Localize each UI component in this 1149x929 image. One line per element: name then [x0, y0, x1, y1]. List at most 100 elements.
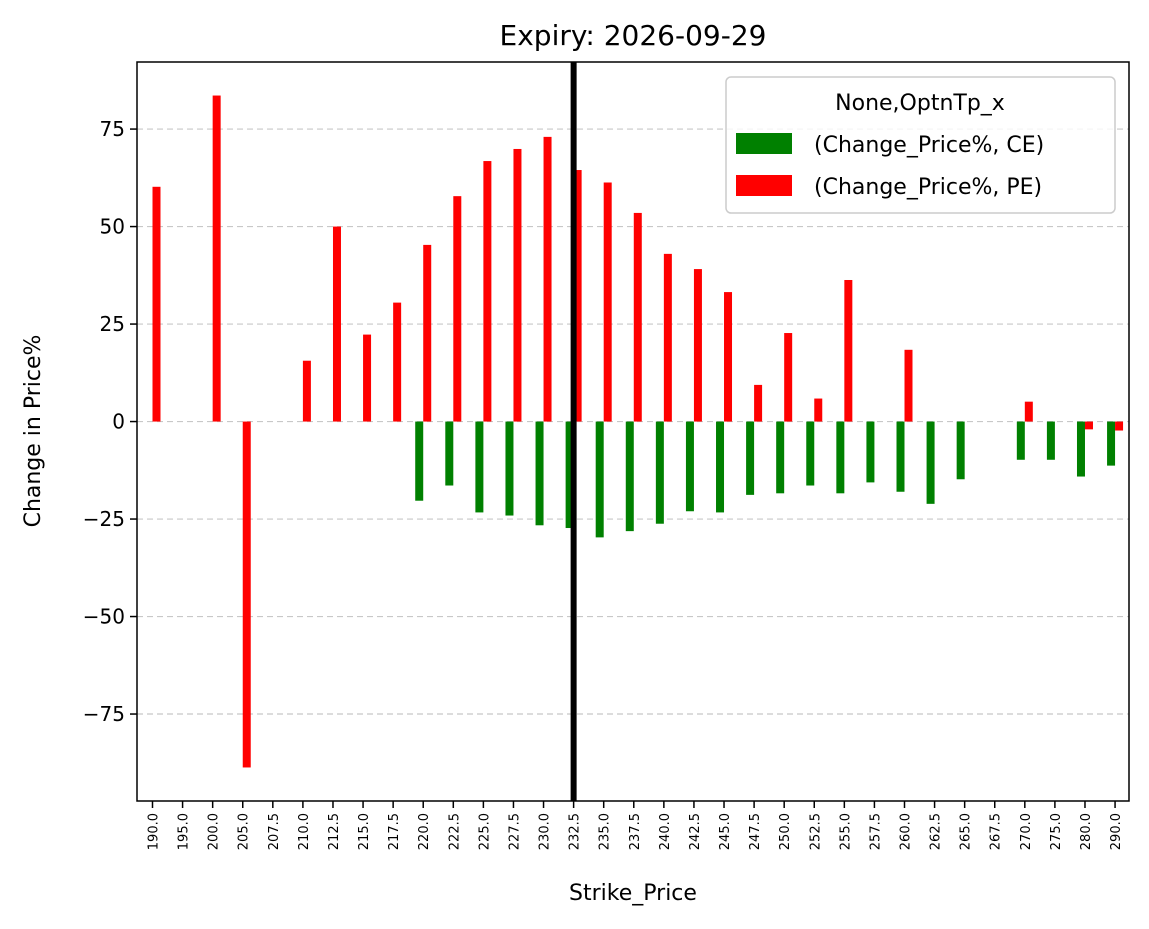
bar-ce-247.5 — [746, 421, 755, 495]
bar-ce-257.5 — [866, 421, 875, 483]
x-tick-label: 190.0 — [147, 813, 162, 850]
bar-ce-265.0 — [956, 421, 965, 480]
bar-pe-232.5 — [573, 170, 582, 422]
legend-swatch-ce — [736, 133, 792, 154]
x-tick-label: 232.5 — [568, 813, 583, 850]
bar-pe-255.0 — [844, 279, 853, 422]
bar-ce-280.0 — [1076, 421, 1085, 477]
x-tick-label: 230.0 — [538, 813, 553, 850]
bar-pe-245.0 — [724, 292, 733, 422]
x-tick-label: 225.0 — [477, 813, 492, 850]
bar-ce-235.0 — [595, 421, 604, 538]
x-tick-label: 257.5 — [868, 813, 883, 850]
bar-ce-255.0 — [836, 421, 845, 494]
bar-pe-217.5 — [393, 302, 402, 422]
y-tick-label: −75 — [83, 702, 125, 726]
legend-swatch-pe — [736, 175, 792, 196]
chart-title: Expiry: 2026-09-29 — [500, 19, 767, 52]
bar-ce-230.0 — [535, 421, 544, 526]
x-tick-label: 250.0 — [778, 813, 793, 850]
bar-ce-227.5 — [505, 421, 514, 516]
bar-ce-240.0 — [655, 421, 664, 524]
bar-pe-235.0 — [603, 182, 612, 422]
y-tick-label: 50 — [100, 215, 125, 239]
x-tick-label: 265.0 — [959, 813, 974, 850]
bar-ce-237.5 — [625, 421, 634, 532]
x-tick-label: 280.0 — [1079, 813, 1094, 850]
y-tick-label: −25 — [83, 507, 125, 531]
bar-ce-225.0 — [475, 421, 484, 513]
bar-pe-190.0 — [152, 186, 161, 422]
bar-pe-200.0 — [212, 95, 221, 422]
x-tick-label: 210.0 — [297, 813, 312, 850]
bar-pe-270.0 — [1024, 401, 1033, 422]
x-tick-label: 207.5 — [267, 813, 282, 850]
x-tick-label: 262.5 — [929, 813, 944, 850]
x-tick-label: 235.0 — [598, 813, 613, 850]
bar-ce-252.5 — [806, 421, 815, 486]
x-axis: 190.0 195.0 200.0 205.0 207.5 210.0 212.5 215.0… — [147, 801, 1124, 850]
bar-pe-225.0 — [483, 161, 492, 422]
bar-pe-237.5 — [633, 212, 642, 422]
x-tick-label: 240.0 — [658, 813, 673, 850]
x-tick-label: 212.5 — [327, 813, 342, 850]
x-tick-label: 270.0 — [1019, 813, 1034, 850]
bar-pe-242.5 — [693, 269, 702, 422]
x-tick-label: 220.0 — [417, 813, 432, 850]
bar-pe-290.0 — [1115, 421, 1124, 431]
y-tick-label: 25 — [100, 312, 125, 336]
x-tick-label: 200.0 — [207, 813, 222, 850]
legend-label-pe: (Change_Price%, PE) — [814, 175, 1042, 200]
bar-ce-250.0 — [776, 421, 785, 494]
x-tick-label: 275.0 — [1049, 813, 1064, 850]
bar-pe-280.0 — [1084, 421, 1093, 430]
bar-pe-247.5 — [754, 384, 763, 422]
y-tick-label: −50 — [83, 605, 125, 629]
bar-ce-275.0 — [1046, 421, 1055, 460]
bar-pe-250.0 — [784, 333, 793, 422]
y-axis-label: Change in Price% — [21, 335, 46, 528]
bar-pe-220.0 — [423, 244, 432, 422]
bar-ce-262.5 — [926, 421, 935, 504]
bar-ce-245.0 — [716, 421, 725, 513]
x-tick-label: 237.5 — [628, 813, 643, 850]
bar-pe-215.0 — [363, 334, 372, 422]
bar-ce-232.5 — [565, 421, 574, 529]
bars — [152, 95, 1124, 768]
bar-pe-212.5 — [332, 226, 341, 422]
y-tick-label: 0 — [112, 410, 125, 434]
bar-pe-230.0 — [543, 136, 552, 422]
x-tick-label: 255.0 — [838, 813, 853, 850]
y-tick-label: 75 — [100, 117, 125, 141]
bar-ce-220.0 — [415, 421, 424, 501]
x-tick-label: 215.0 — [357, 813, 372, 850]
bar-ce-290.0 — [1107, 421, 1116, 466]
legend-box — [725, 76, 1116, 214]
legend-label-ce: (Change_Price%, CE) — [814, 133, 1044, 158]
bar-ce-260.0 — [896, 421, 905, 492]
x-tick-label: 267.5 — [989, 813, 1004, 850]
x-tick-label: 217.5 — [387, 813, 402, 850]
x-tick-label: 227.5 — [507, 813, 522, 850]
x-tick-label: 290.0 — [1109, 813, 1124, 850]
bar-pe-205.0 — [242, 421, 251, 768]
legend-title: None,OptnTp_x — [835, 91, 1005, 116]
bar-ce-222.5 — [445, 421, 454, 486]
bar-ce-270.0 — [1016, 421, 1025, 460]
x-tick-label: 242.5 — [688, 813, 703, 850]
y-axis: −75 −50 −25 0 25 50 75 — [83, 117, 137, 726]
bar-ce-242.5 — [685, 421, 694, 512]
bar-pe-260.0 — [904, 349, 913, 422]
bar-pe-222.5 — [453, 196, 462, 422]
legend: None,OptnTp_x (Change_Price%, CE) (Chang… — [725, 76, 1116, 214]
x-tick-label: 205.0 — [237, 813, 252, 850]
bar-pe-240.0 — [663, 253, 672, 422]
x-tick-label: 222.5 — [447, 813, 462, 850]
x-tick-label: 260.0 — [899, 813, 914, 850]
bar-pe-210.0 — [302, 360, 311, 422]
bar-pe-252.5 — [814, 398, 823, 422]
x-tick-label: 195.0 — [177, 813, 192, 850]
x-tick-label: 252.5 — [808, 813, 823, 850]
x-tick-label: 245.0 — [718, 813, 733, 850]
